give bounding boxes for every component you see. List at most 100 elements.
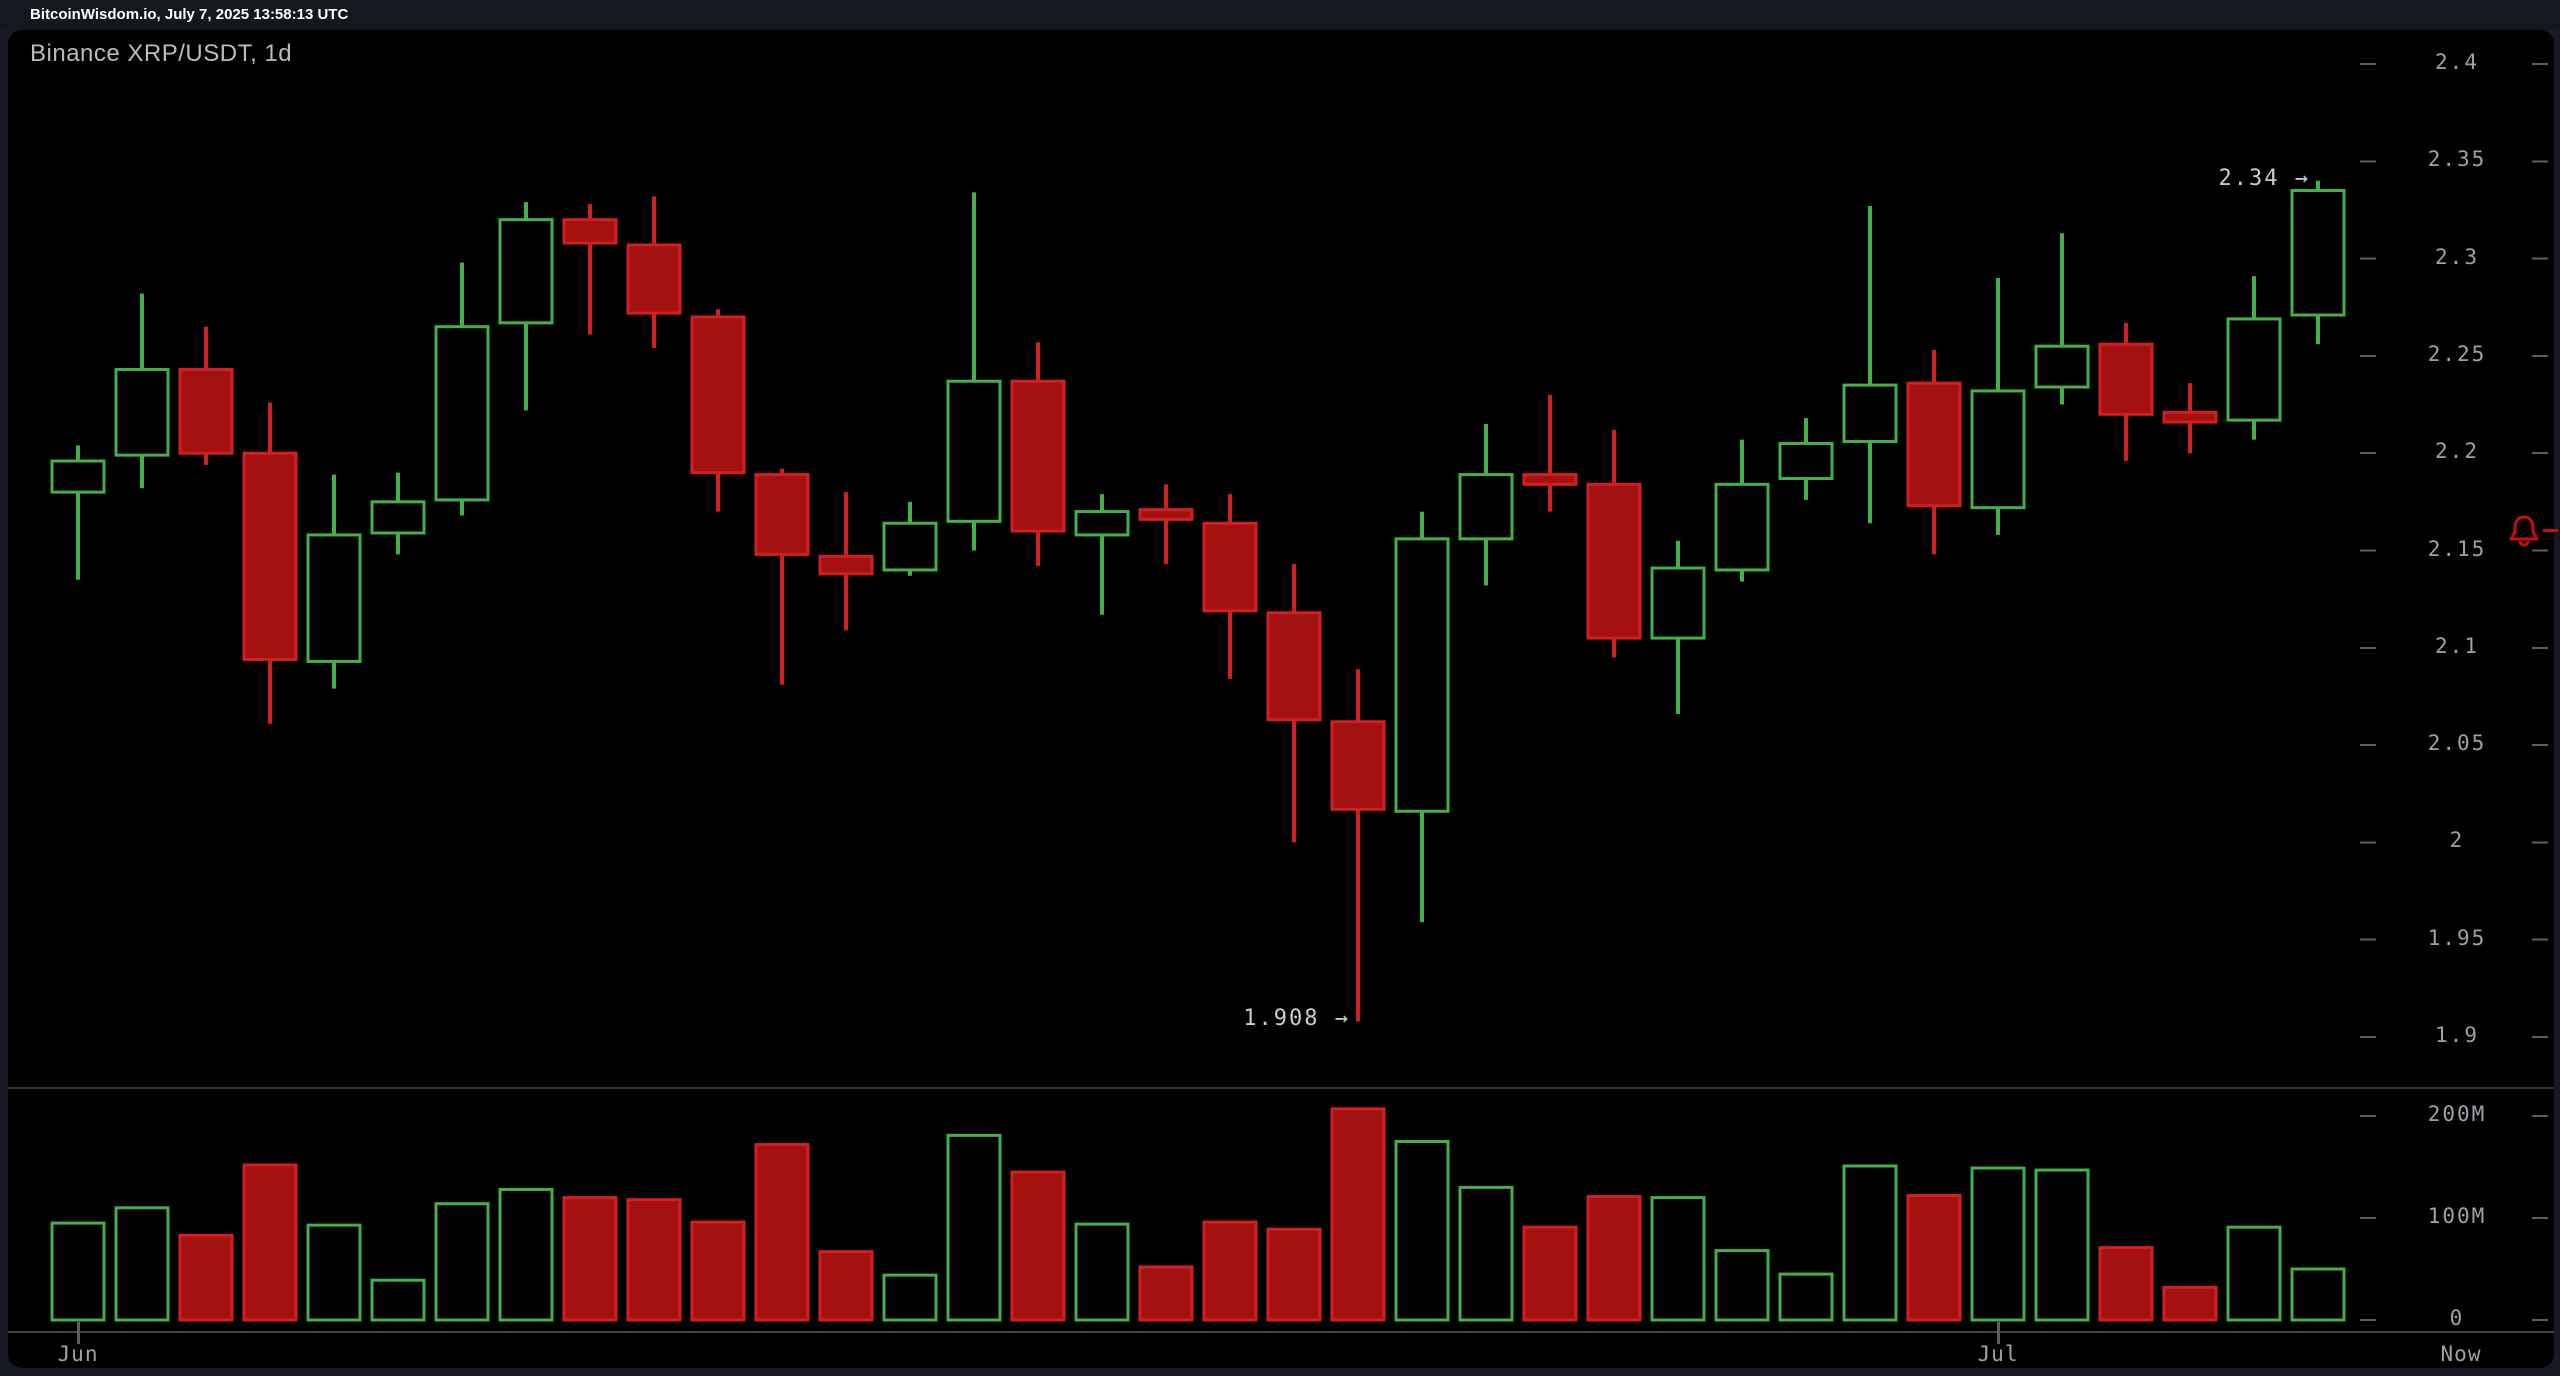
price-annotation: 2.34 → (2218, 165, 2310, 191)
candle-body-up (114, 368, 170, 457)
candle-body-up (1458, 473, 1514, 541)
alert-bell-clapper[interactable] (2518, 540, 2530, 547)
price-tick-dash-left (2360, 1036, 2376, 1038)
volume-bar (1778, 1272, 1834, 1322)
candle-body-down (1906, 381, 1962, 508)
price-tick-dash-right (2532, 841, 2548, 844)
price-tick-dash-right (2532, 63, 2548, 65)
candle-body-down (818, 554, 874, 576)
candle-body-up (434, 325, 490, 502)
volume-bar (754, 1143, 810, 1322)
status-bar-text: BitcoinWisdom.io, July 7, 2025 13:58:13 … (30, 6, 349, 23)
candle-body-up (1394, 537, 1450, 813)
volume-bar (946, 1133, 1002, 1322)
price-tick-label: 2 (2449, 828, 2465, 853)
candle-body-up (306, 533, 362, 663)
volume-tick-dash-left (2360, 1217, 2376, 1219)
price-tick-label: 2.05 (2427, 731, 2487, 756)
price-tick-label: 2.4 (2435, 50, 2479, 74)
price-tick-dash-left (2360, 646, 2376, 649)
candle-body-down (626, 243, 682, 315)
candle-body-down (1010, 379, 1066, 533)
volume-bar (1202, 1220, 1258, 1322)
price-tick-label: 2.1 (2435, 633, 2479, 658)
volume-bar (1074, 1222, 1130, 1322)
candle-body-up (882, 521, 938, 572)
volume-bar (1394, 1140, 1450, 1322)
alert-price-dash (2543, 529, 2558, 533)
price-tick-dash-right (2532, 257, 2548, 260)
candle-body-up (1714, 482, 1770, 572)
volume-bar (2162, 1285, 2218, 1322)
volume-bar (1586, 1195, 1642, 1322)
volume-bar (1010, 1170, 1066, 1322)
price-tick-dash-left (2360, 63, 2376, 65)
candle-body-up (1970, 389, 2026, 510)
volume-bar (818, 1250, 874, 1322)
volume-bar (306, 1223, 362, 1322)
month-label-jun: Jun (57, 1342, 99, 1366)
volume-tick-dash-right (2532, 1115, 2548, 1117)
price-tick-label: 2.2 (2435, 439, 2479, 464)
volume-bar (626, 1198, 682, 1322)
price-tick-dash-right (2532, 646, 2548, 649)
alert-bell-icon[interactable] (2509, 515, 2539, 541)
candle-body-down (1138, 508, 1194, 521)
volume-bar (242, 1163, 298, 1322)
status-bar: BitcoinWisdom.io, July 7, 2025 13:58:13 … (0, 0, 2560, 30)
volume-bar (434, 1202, 490, 1322)
candle-body-down (1586, 482, 1642, 640)
month-label-jul: Jul (1977, 1342, 2019, 1366)
candle-body-down (2162, 410, 2218, 424)
volume-bar (2290, 1267, 2346, 1322)
price-tick-dash-left (2360, 549, 2376, 552)
volume-bar (882, 1273, 938, 1322)
price-tick-label: 1.9 (2435, 1023, 2479, 1047)
candle-body-up (946, 379, 1002, 523)
volume-bar (1138, 1265, 1194, 1322)
volume-tick-label: 100M (2427, 1204, 2487, 1228)
candle-body-up (1842, 383, 1898, 444)
price-tick-dash-left (2360, 354, 2376, 357)
volume-bar (370, 1278, 426, 1322)
price-tick-dash-left (2360, 744, 2376, 747)
price-tick-dash-right (2532, 549, 2548, 552)
volume-tick-label: 0 (2449, 1306, 2465, 1330)
volume-bar (1970, 1166, 2026, 1322)
candle-body-up (1074, 510, 1130, 537)
candle-body-down (242, 451, 298, 661)
price-tick-dash-left (2360, 841, 2376, 844)
price-tick-label: 1.95 (2427, 925, 2487, 950)
candle-body-up (498, 218, 554, 325)
volume-bar (1522, 1225, 1578, 1322)
candle-body-up (370, 500, 426, 535)
price-tick-label: 2.25 (2427, 341, 2487, 366)
volume-bar (1714, 1249, 1770, 1322)
volume-bar (114, 1206, 170, 1322)
candle-body-down (1266, 611, 1322, 722)
price-tick-dash-right (2532, 744, 2548, 747)
price-tick-dash-left (2360, 938, 2376, 941)
candle-body-up (50, 459, 106, 494)
price-tick-dash-right (2532, 452, 2548, 455)
volume-tick-dash-left (2360, 1115, 2376, 1117)
price-tick-label: 2.15 (2427, 536, 2487, 561)
chart-title: Binance XRP/USDT, 1d (30, 40, 293, 67)
price-tick-dash-right (2532, 1036, 2548, 1038)
volume-bar (2034, 1168, 2090, 1322)
candle-body-up (2226, 317, 2282, 422)
candle-body-up (2034, 344, 2090, 389)
price-tick-dash-right (2532, 160, 2548, 163)
volume-bar (1906, 1194, 1962, 1322)
candle-body-down (2098, 342, 2154, 416)
candle-body-down (754, 473, 810, 556)
price-tick-label: 2.35 (2427, 147, 2487, 172)
candle-body-down (1202, 521, 1258, 613)
volume-bar (1266, 1227, 1322, 1322)
candle-body-down (562, 218, 618, 245)
volume-bar (50, 1221, 106, 1322)
volume-bar (498, 1187, 554, 1322)
volume-tick-label: 200M (2427, 1102, 2487, 1126)
